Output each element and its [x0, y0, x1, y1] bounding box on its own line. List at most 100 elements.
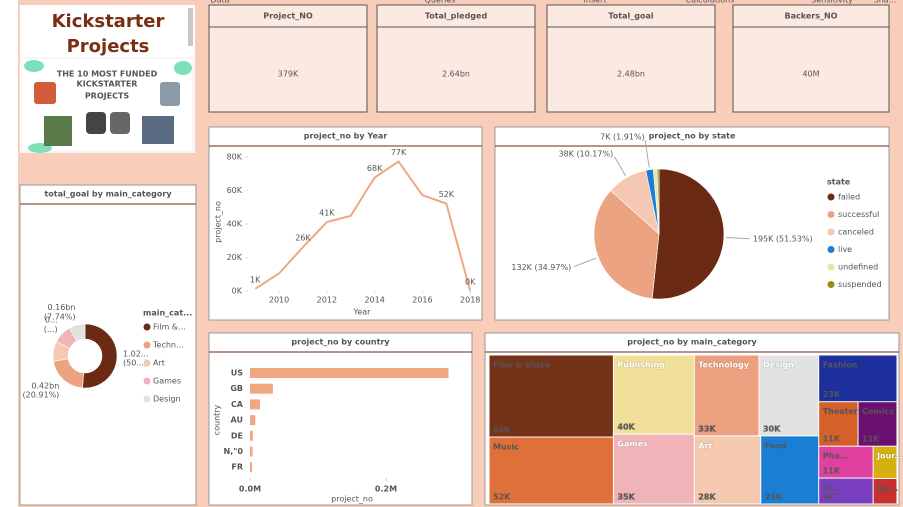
tile-value: 40K — [617, 423, 635, 432]
legend-label: Techn... — [152, 341, 184, 350]
tile-label: Design — [763, 361, 794, 370]
x-tick-label: 2018 — [460, 296, 480, 305]
treemap-tile — [613, 355, 694, 434]
kpi-value: 2.64bn — [442, 70, 470, 79]
chart-title: project_no by country — [291, 338, 390, 347]
blob — [174, 61, 192, 75]
tile-value: 11K — [823, 435, 841, 444]
kpi-title: Total_goal — [608, 12, 653, 21]
legend-title: state — [827, 178, 851, 187]
y-axis-title: country — [213, 404, 222, 435]
treemap-tile — [819, 446, 873, 478]
tile-label: Pho... — [823, 452, 849, 461]
kpi-card — [546, 4, 716, 113]
y-tick-label: CA — [231, 400, 244, 409]
left-strip — [0, 0, 18, 507]
treemap-tile — [761, 436, 819, 504]
y-tick-label: 0K — [232, 287, 243, 296]
chart-title: project_no by main_category — [627, 338, 757, 347]
legend-swatch — [143, 377, 151, 385]
kpi-value: 379K — [278, 70, 299, 79]
data-label: 1.02... (50...) — [123, 349, 148, 367]
product-icon — [44, 116, 72, 146]
legend-label: suspended — [838, 280, 882, 289]
kpi-title: Backers_NO — [785, 12, 838, 21]
ribbon-tab: Sha... — [874, 0, 897, 5]
kpi-card — [208, 4, 368, 113]
data-label: 38K (10.17%) — [558, 150, 613, 159]
legend-label: Design — [153, 395, 181, 404]
kpi-title: Project_NO — [263, 12, 313, 21]
y-tick-label: N,"0 — [224, 447, 244, 456]
treemap-tile — [489, 437, 613, 504]
x-axis-title: Year — [353, 308, 372, 317]
tile-value: 30K — [763, 424, 781, 433]
treemap-tile — [819, 402, 858, 446]
legend-label: successful — [838, 210, 879, 219]
x-tick-label: 2012 — [317, 296, 337, 305]
legend-swatch — [143, 359, 151, 367]
x-tick-label: 2014 — [364, 296, 384, 305]
y-tick-label: DE — [231, 431, 243, 440]
chart-panel — [208, 126, 483, 321]
data-label: 195K (51.53%) — [753, 234, 813, 243]
legend-label: undefined — [838, 263, 878, 272]
treemap-tile — [694, 436, 761, 504]
tile-value: 25K — [765, 493, 783, 502]
y-tick-label: 20K — [227, 253, 243, 262]
x-tick-label: 2016 — [412, 296, 432, 305]
y-tick-label: 40K — [227, 219, 243, 228]
tile-label: Fashion — [823, 361, 858, 370]
image-text: PROJECTS — [85, 92, 130, 101]
bar — [250, 383, 273, 394]
y-tick-label: US — [231, 369, 243, 378]
legend-label: failed — [838, 193, 860, 202]
x-tick-label: 2010 — [269, 296, 289, 305]
pie-slice — [593, 190, 660, 299]
tile-label: Da... — [877, 484, 898, 493]
legend-swatch — [143, 395, 151, 403]
legend-label: live — [838, 245, 852, 254]
treemap-tile — [613, 434, 694, 504]
donut-slice — [69, 323, 86, 342]
data-label: 1K — [250, 275, 261, 284]
x-tick-label: 0.0M — [239, 485, 261, 494]
dashboard-title: Kickstarter Projects — [51, 11, 165, 57]
legend-label: Art — [153, 359, 165, 368]
tile-label: Games — [617, 440, 648, 449]
data-label: 52K — [439, 190, 455, 199]
treemap-tile — [489, 355, 613, 437]
tile-value: 33K — [698, 424, 716, 433]
leader-line — [725, 237, 750, 240]
tile-value: 64K — [493, 426, 511, 435]
treemap-tile — [858, 402, 897, 446]
legend-swatch — [827, 246, 835, 253]
tile-label: Food — [765, 441, 787, 450]
tile-label: Art — [698, 441, 712, 450]
x-axis-title: project_no — [331, 495, 373, 504]
tile-value: 23K — [823, 390, 841, 399]
leader-line — [573, 257, 597, 268]
tile-value: 11K — [823, 467, 841, 476]
chart-title: project_no by Year — [304, 132, 387, 141]
bar — [250, 430, 253, 441]
tile-label: Theater — [823, 407, 858, 416]
tile-value: 9K — [823, 493, 836, 502]
leader-line — [614, 156, 627, 177]
image-text: KICKSTARTER — [77, 80, 138, 89]
data-label: 7K (1.91%) — [600, 133, 645, 142]
blob — [24, 60, 44, 72]
kpi-value: 2.48bn — [617, 70, 645, 79]
product-icon — [160, 82, 180, 106]
legend-title: main_cat... — [143, 309, 192, 318]
y-tick-label: FR — [231, 463, 243, 472]
kpi-card — [376, 4, 536, 113]
treemap-tile — [819, 355, 897, 402]
product-icon — [142, 116, 174, 144]
product-icon — [110, 112, 130, 134]
chart-title: total_goal by main_category — [44, 190, 172, 199]
data-label: 26K — [295, 234, 311, 243]
pie-slice — [651, 168, 725, 300]
